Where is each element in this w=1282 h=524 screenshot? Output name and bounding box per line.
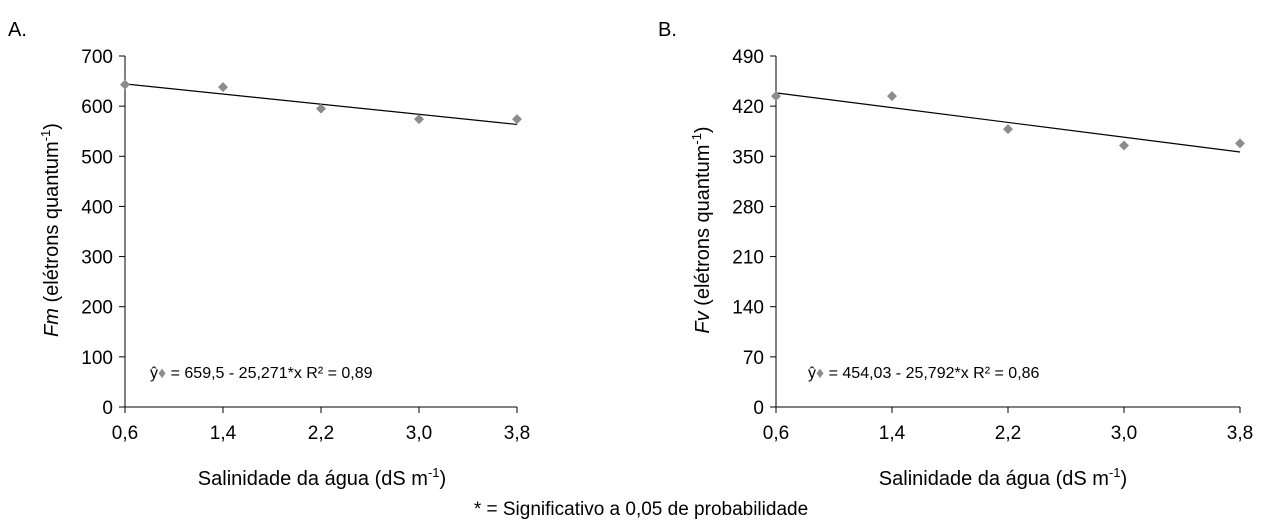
y-tick-label: 500: [81, 147, 113, 168]
data-point: [218, 82, 228, 93]
y-tick-label: 700: [81, 47, 113, 68]
y-tick-label: 420: [732, 97, 764, 118]
footnote: * = Significativo a 0,05 de probabilidad…: [474, 499, 808, 520]
x-tick-label: 2,2: [308, 423, 334, 444]
x-tick-label: 2,2: [995, 423, 1021, 444]
x-axis-label-a: Salinidade da água (dS m-1): [198, 465, 446, 490]
y-axis-label-a: Fm (elétrons quantum-1): [38, 123, 63, 337]
data-point: [512, 114, 522, 125]
trend-equation-b: ŷ♦ = 454,03 - 25,792*x R² = 0,86: [808, 365, 1040, 382]
y-axis-label-b: Fv (elétrons quantum-1): [689, 126, 714, 333]
x-tick-label: 0,6: [112, 423, 138, 444]
x-tick-label: 0,6: [763, 423, 789, 444]
data-point: [887, 91, 897, 102]
data-point: [771, 91, 781, 102]
data-point: [414, 114, 424, 125]
data-point: [120, 79, 130, 90]
y-tick-label: 600: [81, 97, 113, 118]
y-tick-label: 400: [81, 197, 113, 218]
chart-panel-a: A. Fm (elétrons quantum-1) Salinidade da…: [8, 19, 530, 490]
x-tick-label: 3,8: [1227, 423, 1253, 444]
y-tick-label: 140: [732, 298, 764, 319]
data-point: [1003, 124, 1013, 135]
trend-line-b: [775, 92, 1241, 153]
chart-panel-b: B. Fv (elétrons quantum-1) Salinidade da…: [658, 19, 1253, 490]
data-point: [1119, 140, 1129, 151]
data-point: [1235, 138, 1245, 149]
y-tick-label: 490: [732, 47, 764, 68]
y-tick-label: 100: [81, 348, 113, 369]
panel-label-a: A.: [8, 19, 27, 41]
x-tick-label: 3,8: [504, 423, 530, 444]
y-tick-label: 0: [102, 398, 113, 419]
data-point: [316, 103, 326, 114]
x-tick-label: 1,4: [210, 423, 237, 444]
y-tick-label: 300: [81, 248, 113, 269]
y-tick-label: 210: [732, 248, 764, 269]
y-tick-label: 200: [81, 298, 113, 319]
trend-equation-a: ŷ♦ = 659,5 - 25,271*x R² = 0,89: [150, 365, 373, 382]
y-tick-label: 0: [753, 398, 764, 419]
x-tick-label: 3,0: [406, 423, 432, 444]
y-tick-label: 280: [732, 197, 764, 218]
y-tick-label: 350: [732, 147, 764, 168]
panel-label-b: B.: [658, 19, 677, 41]
x-axis-label-b: Salinidade da água (dS m-1): [879, 465, 1127, 490]
x-tick-label: 1,4: [879, 423, 906, 444]
y-tick-label: 70: [743, 348, 764, 369]
x-tick-label: 3,0: [1111, 423, 1137, 444]
